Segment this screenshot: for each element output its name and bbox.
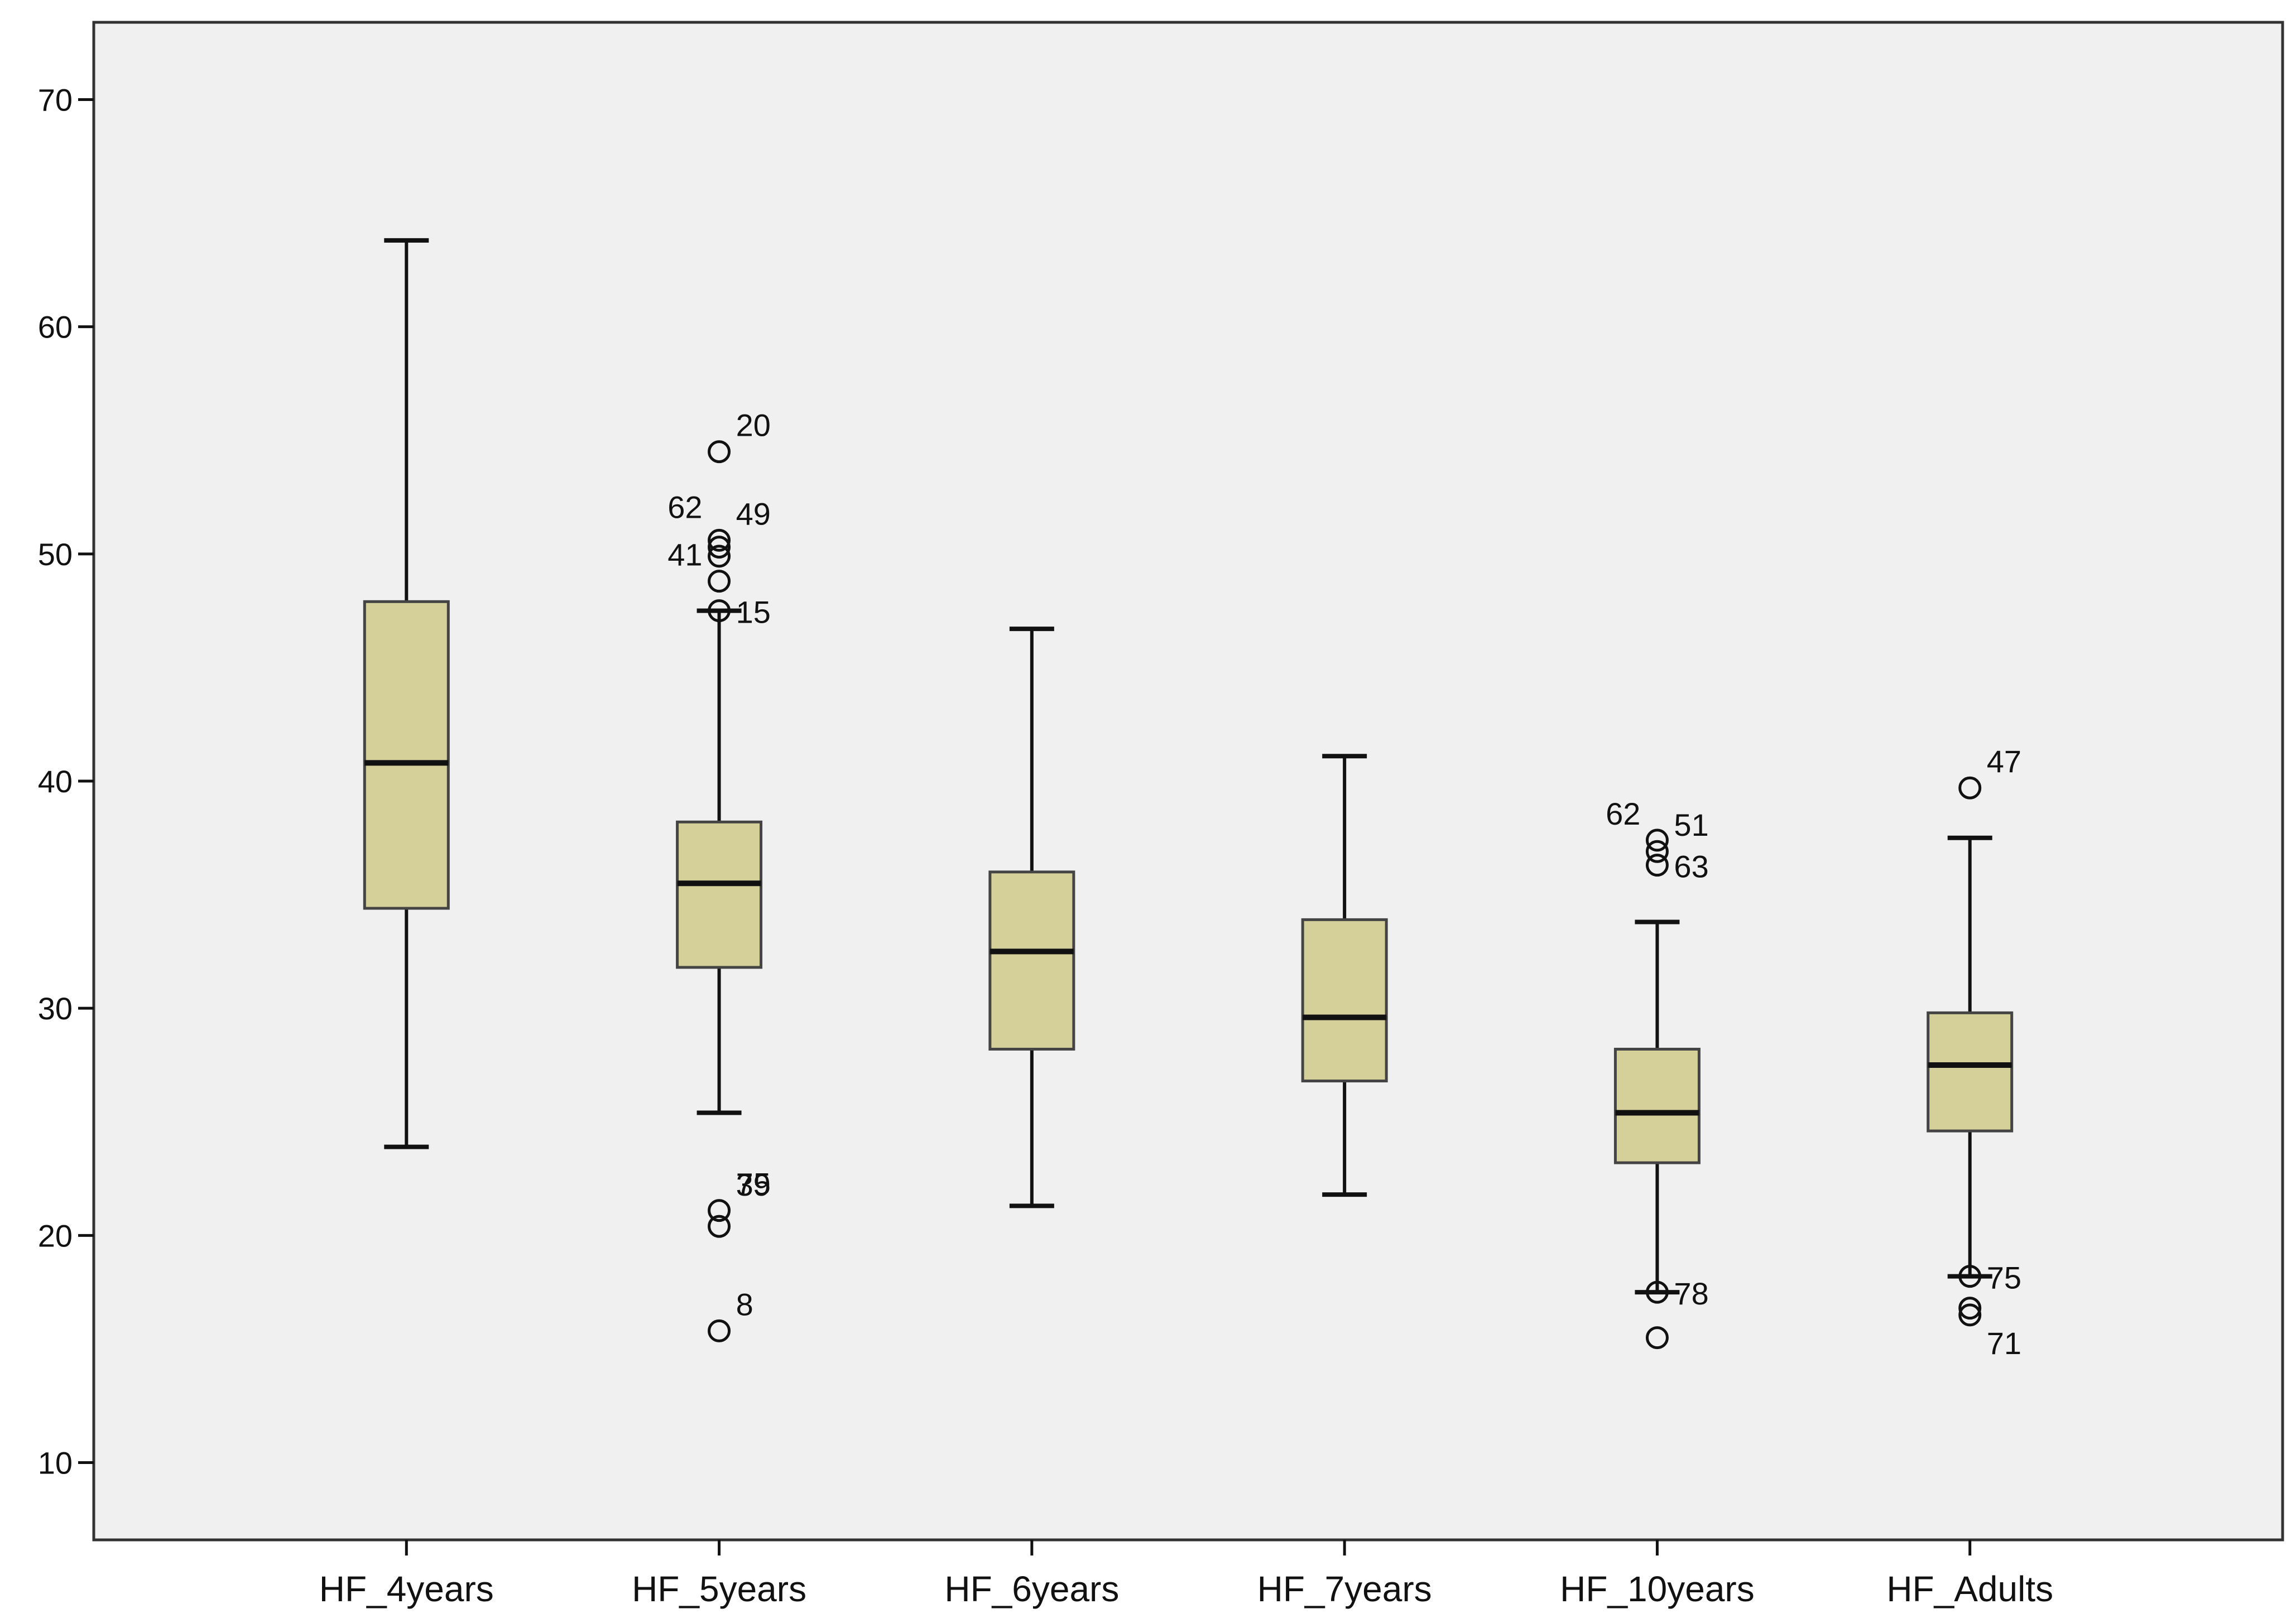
y-tick-label: 30: [38, 991, 73, 1026]
outlier-label: 78: [1674, 1276, 1708, 1311]
outlier-label: 47: [1987, 744, 2021, 779]
outlier-point: [1958, 1303, 1982, 1327]
x-axis: HF_4years HF_5years HF_6years HF_7years HF_1…: [319, 1540, 2053, 1609]
box-HF_7years: [1301, 754, 1388, 1197]
outlier-label: 39: [736, 1167, 771, 1202]
iqr-box: [1927, 1011, 2014, 1133]
category-label: HF_7years: [1257, 1569, 1432, 1609]
y-axis: 10 20 30 40 50 60 70: [38, 82, 94, 1481]
outlier-label: 62: [1606, 796, 1640, 831]
outlier-point: [708, 1319, 731, 1342]
y-tick-label: 10: [38, 1446, 73, 1481]
outlier-point: [708, 1199, 731, 1222]
y-tick-label: 40: [38, 764, 73, 799]
y-tick-label: 60: [38, 310, 73, 345]
box-HF_4years: [363, 238, 450, 1149]
outlier-point: [1645, 840, 1669, 863]
outlier-label: 51: [1674, 807, 1708, 842]
outlier-label: 20: [736, 408, 771, 443]
outlier-point: [708, 1215, 731, 1238]
category-label: HF_10years: [1560, 1569, 1755, 1609]
outlier-point: [1645, 1280, 1669, 1304]
outlier-point: [708, 545, 731, 568]
outlier-label: 63: [1674, 849, 1708, 884]
outlier-point: [708, 570, 731, 593]
outlier-label: 71: [1987, 1326, 2021, 1361]
outlier-point: [1645, 854, 1669, 877]
outlier-point: [708, 440, 731, 464]
outlier-label: 75: [736, 1167, 771, 1202]
outlier-label: 8: [736, 1287, 753, 1322]
y-tick-label: 20: [38, 1218, 73, 1253]
y-tick-label: 50: [38, 537, 73, 572]
outlier-label: 15: [736, 595, 771, 630]
plot-area: [92, 21, 2284, 1542]
outlier-point: [1958, 1265, 1982, 1288]
outlier-point: [1645, 1326, 1669, 1350]
outlier-point: [708, 599, 731, 623]
outlier-label: 62: [667, 489, 702, 524]
y-tick-label: 70: [38, 82, 73, 117]
outlier-point: [708, 528, 731, 552]
iqr-box: [363, 600, 450, 910]
box-HF_Adults: 47 75 71: [1927, 744, 2021, 1361]
outlier-point: [708, 536, 731, 559]
outlier-point: [1645, 829, 1669, 852]
box-HF_10years: 62 51 63 78: [1606, 796, 1709, 1350]
category-label: HF_Adults: [1886, 1569, 2053, 1609]
iqr-box: [1613, 1047, 1701, 1164]
box-HF_6years: [988, 627, 1075, 1208]
outlier-label: 75: [1987, 1260, 2021, 1295]
outlier-point: [1958, 776, 1982, 800]
outlier-label: 41: [667, 537, 702, 572]
category-label: HF_4years: [319, 1569, 494, 1609]
outlier-label: 49: [736, 497, 771, 532]
iqr-box: [1301, 918, 1388, 1082]
iqr-box: [988, 870, 1075, 1051]
iqr-box: [676, 820, 763, 969]
category-label: HF_6years: [944, 1569, 1119, 1609]
outlier-point: [1958, 1297, 1982, 1320]
category-label: HF_5years: [632, 1569, 806, 1609]
